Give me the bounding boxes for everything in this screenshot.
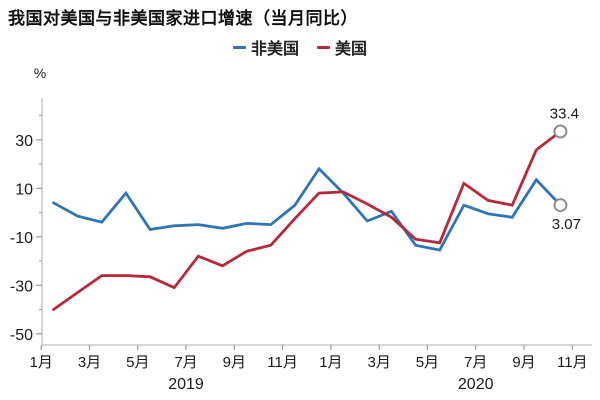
x-tick-label: 1月 xyxy=(319,354,342,371)
y-tick-label: 10 xyxy=(15,181,33,198)
axis-lines xyxy=(41,98,592,346)
legend-dash-us-icon xyxy=(317,45,330,49)
x-tick-label: 7月 xyxy=(464,354,487,371)
annotation-us-end-value: 33.4 xyxy=(550,106,579,123)
end-marker-non-us xyxy=(553,198,568,213)
x-tick-label: 9月 xyxy=(223,354,246,371)
legend: 非美国 美国 xyxy=(0,36,600,58)
legend-item-us: 美国 xyxy=(317,35,367,59)
x-year-label-2020: 2020 xyxy=(458,376,494,393)
x-tick-label: 11月 xyxy=(267,354,298,371)
annotation-non-us-end-value: 3.07 xyxy=(552,216,581,233)
x-year-label-2019: 2019 xyxy=(168,376,204,393)
y-axis-unit: % xyxy=(34,65,46,81)
series-line-us xyxy=(52,130,562,311)
x-tick-label: 11月 xyxy=(557,354,588,371)
chart-title: 我国对美国与非美国家进口增速（当月同比） xyxy=(8,9,358,28)
x-tick-label: 5月 xyxy=(416,354,439,371)
x-tick-label: 7月 xyxy=(174,354,197,371)
legend-label-us: 美国 xyxy=(335,41,368,58)
legend-dash-non-us-icon xyxy=(232,45,246,49)
y-tick-label: 30 xyxy=(15,133,33,150)
y-tick-label: -50 xyxy=(10,327,33,344)
legend-item-non-us: 非美国 xyxy=(232,35,299,59)
line-chart: % 30 10 -10 -30 -50 1月 3月 5月 7月 9月 11月 1月 3月 5月 7月 9月 11月… xyxy=(0,60,600,400)
x-tick-label: 1月 xyxy=(30,354,53,371)
end-marker-us xyxy=(553,124,568,139)
x-tick-label: 5月 xyxy=(126,354,149,371)
y-tick-label: -30 xyxy=(10,278,33,295)
x-tick-label: 9月 xyxy=(512,354,535,371)
legend-label-non-us: 非美国 xyxy=(250,41,299,58)
x-tick-label: 3月 xyxy=(368,354,391,371)
chart-canvas: % 30 10 -10 -30 -50 1月 3月 5月 7月 9月 11月 1月 3月 5月 7月 9月 11月… xyxy=(10,65,592,393)
x-tick-label: 3月 xyxy=(78,354,101,371)
y-tick-label: -10 xyxy=(10,230,33,247)
series-line-non-us xyxy=(52,166,562,252)
